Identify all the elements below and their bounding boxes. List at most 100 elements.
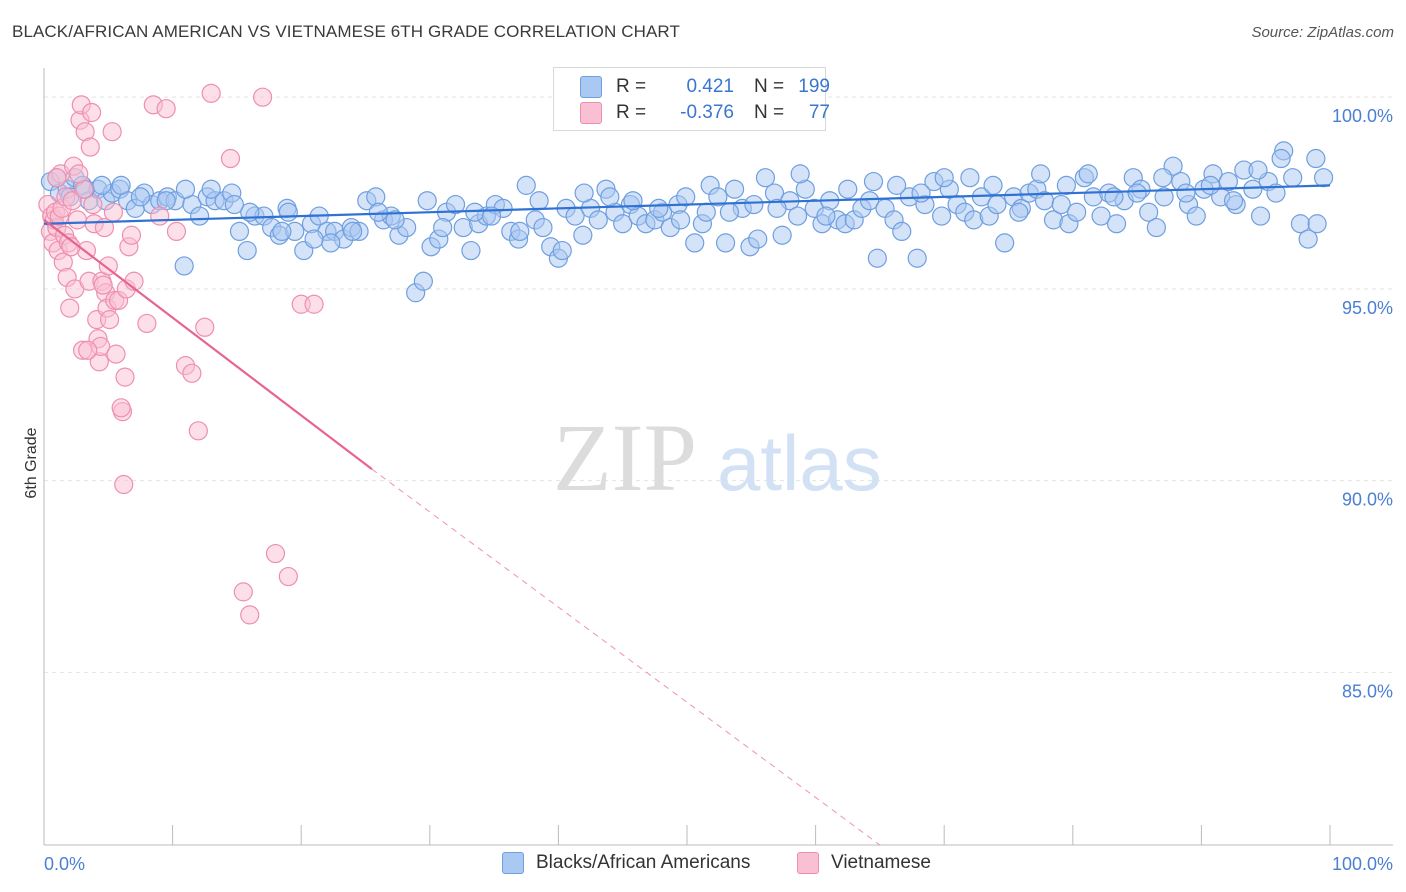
point-blacks [130, 187, 151, 207]
y-tick-label: 100.0% [1332, 106, 1393, 126]
point-vietnamese [195, 317, 215, 337]
point-blacks [111, 175, 131, 195]
point-blacks [1154, 187, 1174, 207]
point-blacks [860, 191, 880, 211]
legend-r-label: R = [616, 102, 647, 123]
point-blacks [1051, 194, 1071, 215]
point-blacks [574, 183, 594, 203]
point-blacks [465, 202, 485, 222]
point-vietnamese [137, 313, 157, 334]
point-vietnamese [150, 206, 170, 226]
point-blacks [445, 194, 466, 215]
point-blacks [744, 194, 764, 215]
point-blacks [748, 229, 768, 249]
point-vietnamese [80, 137, 100, 157]
point-blacks [533, 217, 553, 238]
bottom-legend-swatch-vietnamese [797, 852, 819, 874]
point-blacks [237, 240, 257, 261]
watermark-zip: ZIP [553, 404, 697, 511]
point-blacks [1127, 183, 1147, 203]
point-blacks [719, 202, 740, 222]
point-vietnamese [102, 122, 122, 142]
point-blacks [229, 221, 250, 241]
bottom-legend-label-vietnamese: Vietnamese [831, 852, 931, 873]
point-blacks [385, 210, 405, 230]
point-blacks [516, 175, 536, 195]
point-blacks [529, 191, 549, 211]
point-blacks [1067, 202, 1087, 222]
point-blacks [772, 225, 792, 245]
point-blacks [343, 221, 363, 241]
point-vietnamese [93, 275, 113, 295]
point-vietnamese [81, 102, 102, 123]
point-blacks [1250, 206, 1271, 226]
point-vietnamese [278, 566, 298, 587]
point-blacks [92, 175, 112, 195]
point-vietnamese [253, 87, 273, 107]
x-tick-label: 0.0% [44, 854, 85, 874]
point-blacks [1243, 179, 1263, 199]
point-blacks [1283, 168, 1303, 188]
legend-n-label: N = [754, 102, 785, 123]
point-blacks [433, 217, 453, 238]
bottom-legend-label-blacks: Blacks/African Americans [536, 852, 751, 873]
bottom-legend-blacks: Blacks/African Americans [502, 852, 750, 874]
point-vietnamese [83, 194, 103, 215]
point-vietnamese [201, 83, 221, 103]
point-blacks [224, 194, 244, 215]
trend-line-blacks [43, 184, 1331, 225]
point-blacks [1186, 206, 1206, 226]
point-vietnamese [121, 225, 142, 245]
point-vietnamese [111, 398, 131, 418]
point-blacks [417, 191, 437, 211]
point-vietnamese [98, 256, 118, 276]
point-vietnamese [69, 164, 89, 184]
point-blacks [461, 240, 481, 261]
bottom-legend-vietnamese: Vietnamese [797, 852, 931, 874]
point-blacks [1223, 191, 1244, 211]
point-blacks [1009, 202, 1029, 222]
point-blacks [552, 240, 572, 261]
legend-swatch-vietnamese [580, 102, 602, 124]
point-vietnamese [106, 344, 126, 364]
point-vietnamese [304, 294, 324, 314]
y-tick-label: 95.0% [1342, 298, 1393, 318]
point-blacks [907, 248, 927, 268]
point-blacks [1176, 183, 1196, 203]
bottom-legend-swatch-blacks [502, 852, 524, 874]
point-blacks [995, 233, 1015, 253]
point-blacks [304, 229, 324, 249]
point-blacks [863, 171, 884, 192]
point-blacks [670, 210, 691, 230]
point-blacks [1218, 171, 1239, 192]
point-blacks [1298, 229, 1318, 249]
point-blacks [1106, 214, 1127, 234]
point-vietnamese [233, 582, 253, 602]
point-blacks [1056, 175, 1076, 195]
point-blacks [174, 256, 194, 276]
point-blacks [1307, 214, 1327, 234]
point-blacks [816, 206, 836, 226]
point-blacks [983, 175, 1003, 195]
point-vietnamese [78, 340, 98, 360]
y-tick-label: 90.0% [1342, 490, 1393, 510]
point-blacks [1266, 183, 1286, 203]
point-blacks [1248, 160, 1268, 180]
point-vietnamese [62, 191, 82, 211]
trend-line-vietnamese [43, 219, 373, 471]
point-blacks [278, 202, 298, 222]
point-blacks [790, 164, 810, 184]
chart-title: BLACK/AFRICAN AMERICAN VS VIETNAMESE 6TH… [12, 22, 680, 41]
x-tick-label: 100.0% [1332, 854, 1393, 874]
stats-legend: R = 0.421 N = 199 R = -0.376 N = 77 [553, 67, 830, 131]
point-blacks [867, 248, 887, 268]
point-vietnamese [240, 605, 260, 625]
legend-r-label: R = [616, 76, 647, 97]
y-axis-label: 6th Grade [23, 427, 40, 498]
point-blacks [368, 202, 388, 222]
point-blacks [588, 210, 608, 230]
point-blacks [1139, 202, 1159, 222]
point-vietnamese [188, 421, 208, 441]
watermark: ZIP atlas [553, 404, 882, 511]
